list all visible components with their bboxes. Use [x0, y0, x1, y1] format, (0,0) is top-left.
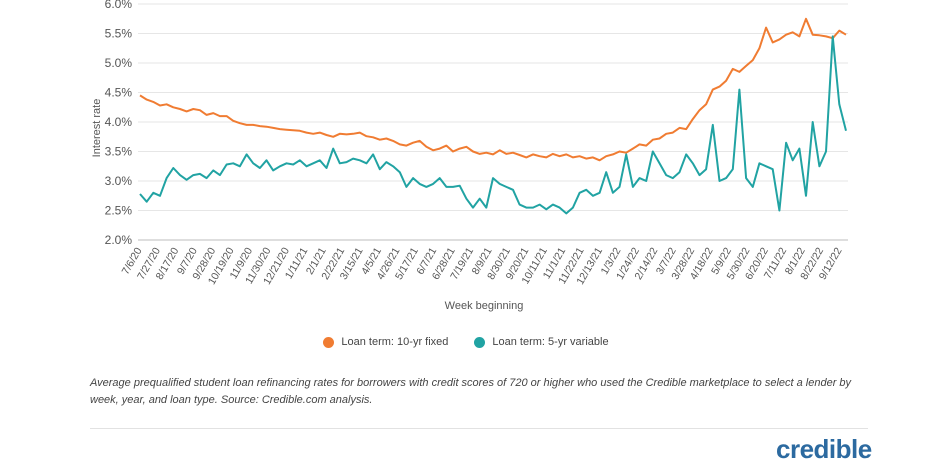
legend-label-variable: Loan term: 5-yr variable [492, 336, 609, 348]
legend-swatch-fixed [323, 336, 335, 348]
gridlines [138, 3, 848, 241]
y-tick-label: 4.5% [105, 86, 133, 100]
y-axis-title: Interest rate [91, 99, 103, 158]
y-tick-label: 3.0% [105, 174, 133, 188]
y-tick-label: 5.5% [105, 27, 133, 41]
line-chart: 2.0% 2.5% 3.0% 3.5% 4.0% 4.5% 5.0% 5.5% 6.0% 7/6… [91, 0, 848, 312]
y-tick-label: 6.0% [105, 0, 133, 11]
x-axis-title: Week beginning [445, 300, 524, 312]
legend-swatch-variable [474, 336, 486, 348]
y-axis-ticks: 2.0% 2.5% 3.0% 3.5% 4.0% 4.5% 5.0% 5.5% 6.0% [105, 0, 133, 247]
legend: Loan term: 10-yr fixed Loan term: 5-yr v… [0, 336, 932, 348]
series-line-5yr-variable [139, 35, 847, 215]
legend-item-variable: Loan term: 5-yr variable [474, 336, 609, 348]
divider [90, 428, 868, 429]
y-tick-label: 2.0% [105, 233, 133, 247]
legend-label-fixed: Loan term: 10-yr fixed [341, 336, 449, 348]
series-lines [139, 17, 847, 215]
x-axis-ticks: 7/6/207/27/208/17/209/7/209/28/2010/19/2… [120, 245, 845, 287]
y-tick-label: 2.5% [105, 204, 133, 218]
series-line-10yr-fixed [139, 17, 847, 162]
y-tick-label: 4.0% [105, 115, 133, 129]
chart-caption: Average prequalified student loan refina… [90, 377, 852, 406]
y-tick-label: 5.0% [105, 56, 133, 70]
credible-logo: credible [776, 434, 872, 464]
y-tick-label: 3.5% [105, 145, 133, 159]
legend-item-fixed: Loan term: 10-yr fixed [323, 336, 448, 348]
